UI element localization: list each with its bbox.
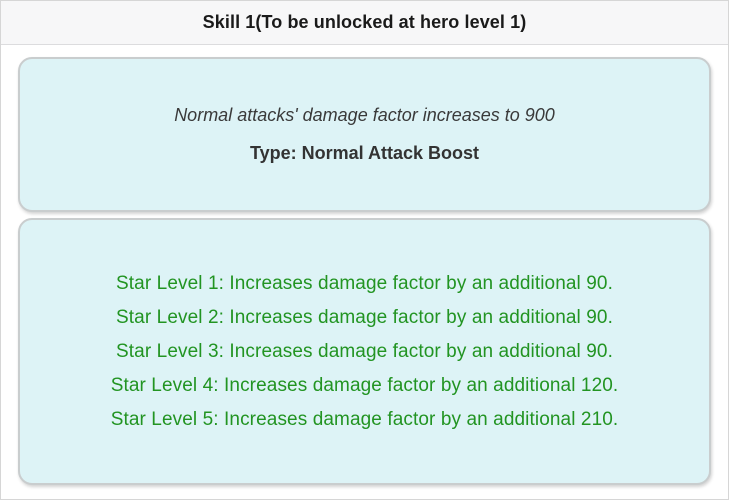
star-level-5-line: Star Level 5: Increases damage factor by… [110,408,619,430]
star-level-1-line: Star Level 1: Increases damage factor by… [116,272,613,294]
skill-type-label: Type: Normal Attack Boost [249,143,480,163]
skill-header: Skill 1(To be unlocked at hero level 1) [1,1,728,45]
skill-title: Skill 1(To be unlocked at hero level 1) [202,12,527,32]
skill-panel: Skill 1(To be unlocked at hero level 1) … [1,1,728,485]
skill-content: Normal attacks' damage factor increases … [1,45,728,485]
star-level-2-line: Star Level 2: Increases damage factor by… [116,306,613,328]
skill-description-card: Normal attacks' damage factor increases … [18,57,711,212]
skill-description-text: Normal attacks' damage factor increases … [174,105,555,125]
star-level-4-line: Star Level 4: Increases damage factor by… [110,374,619,396]
star-levels-card: Star Level 1: Increases damage factor by… [18,218,711,485]
star-level-3-line: Star Level 3: Increases damage factor by… [116,340,613,362]
